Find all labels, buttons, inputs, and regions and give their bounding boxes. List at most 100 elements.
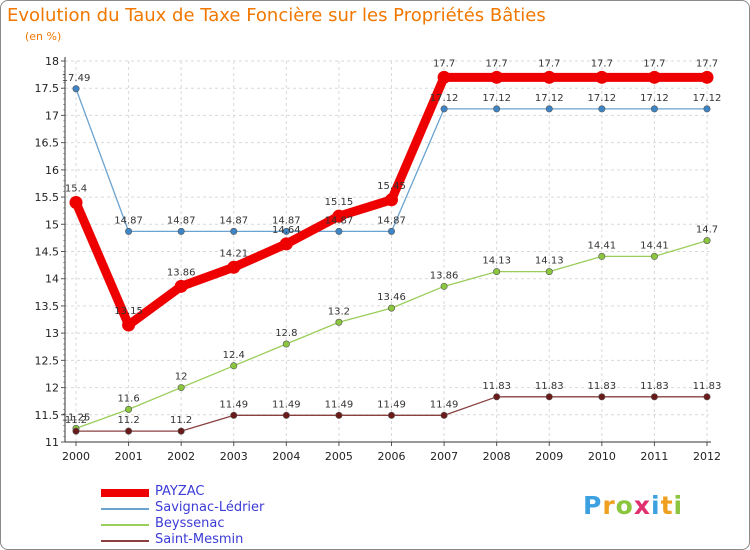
data-point-savignac-l-drier [177,227,185,235]
x-tick-label: 2011 [640,450,668,463]
chart-unit-label: (en %) [25,30,62,43]
data-point-beyssenac [493,268,501,276]
data-label-saint-mesmin: 11.49 [325,399,354,410]
data-point-savignac-l-drier [598,105,606,113]
data-label-payzac: 15.15 [325,197,354,208]
logo-letter: i [651,491,661,520]
data-point-payzac [542,70,556,84]
data-point-saint-mesmin [125,427,133,435]
data-point-payzac [122,318,136,332]
data-label-savignac-l-drier: 17.12 [640,93,669,104]
data-label-savignac-l-drier: 17.12 [588,93,617,104]
legend-swatch-savignac-l-drier [101,508,149,510]
x-tick-label: 2010 [588,450,616,463]
x-tick-label: 2001 [115,450,143,463]
data-point-payzac [69,196,83,210]
logo-letter: x [633,491,651,520]
data-label-savignac-l-drier: 14.87 [272,215,301,226]
x-tick-label: 2005 [325,450,353,463]
data-label-beyssenac: 14.7 [696,225,718,236]
proxiti-logo: Proxiti [583,491,683,520]
data-point-payzac [595,70,609,84]
data-label-beyssenac: 11.25 [62,412,91,423]
data-label-payzac: 17.7 [538,58,560,69]
data-point-payzac [227,260,241,274]
data-point-payzac [174,279,188,293]
y-tick-label: 11.5 [35,409,60,422]
y-tick-label: 13.5 [35,300,60,313]
data-label-beyssenac: 14.41 [640,240,669,251]
data-label-payzac: 17.7 [591,58,613,69]
data-point-savignac-l-drier [703,105,711,113]
y-tick-label: 15 [45,218,59,231]
x-tick-label: 2004 [272,450,300,463]
data-label-savignac-l-drier: 14.87 [219,215,248,226]
x-tick-label: 2002 [167,450,195,463]
x-tick-label: 2003 [220,450,248,463]
data-point-savignac-l-drier [545,105,553,113]
data-point-saint-mesmin [440,411,448,419]
data-point-savignac-l-drier [440,105,448,113]
data-point-saint-mesmin [387,411,395,419]
data-point-payzac [437,70,451,84]
data-label-beyssenac: 11.6 [117,393,139,404]
y-tick-label: 15.5 [35,191,60,204]
data-label-savignac-l-drier: 17.12 [693,93,722,104]
logo-letter: o [615,491,634,520]
data-label-payzac: 14.64 [272,225,301,236]
data-point-beyssenac [650,252,658,260]
logo-letter: i [673,491,684,520]
legend-label-saint-mesmin: Saint-Mesmin [155,532,244,547]
data-point-beyssenac [335,318,343,326]
data-point-saint-mesmin [598,393,606,401]
data-point-beyssenac [282,340,290,348]
data-label-savignac-l-drier: 14.87 [114,215,143,226]
data-label-beyssenac: 12 [175,372,188,383]
data-point-saint-mesmin [335,411,343,419]
data-label-saint-mesmin: 11.2 [170,415,192,426]
y-tick-label: 12.5 [35,354,60,367]
logo-letter: P [583,491,603,520]
data-point-saint-mesmin [703,393,711,401]
data-label-beyssenac: 13.2 [328,306,350,317]
data-point-beyssenac [125,405,133,413]
data-label-payzac: 17.7 [696,58,718,69]
x-tick-label: 2007 [430,450,458,463]
data-point-savignac-l-drier [230,227,238,235]
y-tick-label: 17.5 [35,82,60,95]
data-label-payzac: 14.21 [219,248,248,259]
data-point-saint-mesmin [72,427,80,435]
data-label-savignac-l-drier: 17.12 [535,93,564,104]
data-label-savignac-l-drier: 14.87 [325,215,354,226]
y-tick-label: 11 [45,436,59,449]
data-label-beyssenac: 13.46 [377,292,406,303]
data-point-saint-mesmin [545,393,553,401]
data-point-beyssenac [545,268,553,276]
data-point-payzac [490,70,504,84]
data-point-savignac-l-drier [282,227,290,235]
y-tick-label: 16 [45,164,59,177]
data-label-saint-mesmin: 11.49 [377,399,406,410]
data-label-savignac-l-drier: 14.87 [167,215,196,226]
y-tick-label: 18 [45,55,59,68]
y-tick-label: 14.5 [35,246,60,259]
data-label-beyssenac: 12.4 [223,350,245,361]
legend-swatch-beyssenac [101,524,149,526]
data-label-beyssenac: 14.41 [588,240,617,251]
data-label-savignac-l-drier: 17.49 [62,73,91,84]
data-point-savignac-l-drier [387,227,395,235]
data-label-payzac: 17.7 [486,58,508,69]
y-tick-label: 12 [45,382,59,395]
data-point-savignac-l-drier [335,227,343,235]
data-label-saint-mesmin: 11.83 [535,381,564,392]
x-tick-label: 2009 [535,450,563,463]
data-point-beyssenac [177,384,185,392]
data-point-payzac [385,193,398,207]
data-label-saint-mesmin: 11.83 [640,381,669,392]
y-tick-label: 17 [45,109,59,122]
data-label-saint-mesmin: 11.49 [219,399,248,410]
data-label-saint-mesmin: 11.83 [693,381,722,392]
data-label-saint-mesmin: 11.83 [482,381,511,392]
